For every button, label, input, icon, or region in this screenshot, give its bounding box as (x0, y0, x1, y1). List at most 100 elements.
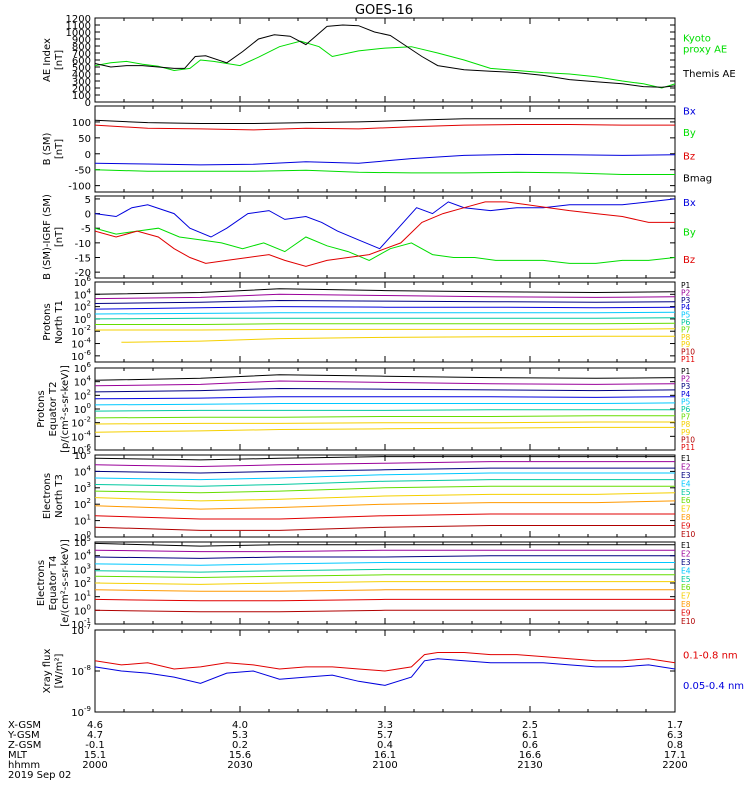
y-tick-base: 10 (74, 484, 87, 495)
y-tick-label: 10-8 (71, 664, 91, 678)
y-tick-label: 500 (72, 63, 91, 74)
y-tick-label: 600 (72, 56, 91, 67)
y-tick-label: 102 (74, 388, 91, 402)
legend-label: Kyoto (683, 34, 711, 45)
x-row-value: 2130 (517, 760, 542, 771)
series-line-p9 (121, 335, 675, 343)
y-tick-label: 100 (72, 118, 91, 129)
y-axis-label: Electrons (42, 473, 53, 519)
x-row-label: X-GSM (8, 720, 41, 731)
x-row-label: hhmm (8, 760, 40, 771)
y-tick-base: 10 (71, 419, 84, 430)
x-row-value: 4.0 (232, 720, 248, 731)
legend-label: E7 (681, 505, 691, 514)
series-line-bz (95, 201, 675, 267)
legend-label: P5 (681, 311, 691, 320)
y-tick-label: 100 (74, 603, 91, 617)
x-row-value: 6.3 (667, 730, 683, 741)
y-tick-base: 10 (74, 467, 87, 478)
y-tick-label: 1000 (66, 28, 91, 39)
legend-label: P9 (681, 340, 691, 349)
x-row-value: 0.8 (667, 740, 683, 751)
y-tick-label: 10-6 (71, 443, 91, 457)
series-line-p3 (95, 387, 675, 393)
y-axis-label: [nT] (54, 50, 65, 70)
x-row-value: 16.1 (374, 750, 396, 761)
x-row-label: Z-GSM (8, 740, 41, 751)
legend-label: E5 (681, 488, 691, 497)
x-row-value: 2000 (82, 760, 107, 771)
y-tick-base: 10 (71, 340, 84, 351)
series-line-bz (95, 124, 675, 131)
y-tick-label: 106 (74, 275, 92, 289)
y-axis-label: [nT] (54, 227, 65, 247)
series-line-bx (95, 198, 675, 250)
y-tick-label: -50 (75, 166, 91, 177)
y-axis-label: B (SM)-IGRF (SM) (42, 194, 53, 280)
legend-label: E8 (681, 513, 691, 522)
series-line-p2 (95, 293, 675, 300)
legend-label: P7 (681, 325, 691, 334)
series-line-0-1-0-8-nm (95, 652, 675, 672)
series-line-p8 (95, 328, 675, 331)
legend-label: By (683, 128, 696, 139)
x-row-value: 15.6 (229, 750, 251, 761)
y-axis-label: Equator T4 (48, 556, 59, 611)
y-tick-base: 10 (74, 278, 87, 289)
legend-label: E9 (681, 609, 691, 618)
series-line-bmag (95, 118, 675, 124)
series-line-bx (95, 153, 675, 166)
y-tick-base: 10 (74, 552, 87, 563)
y-tick-label: 200 (72, 84, 91, 95)
legend-label: 0.1-0.8 nm (683, 651, 738, 662)
y-tick-base: 10 (71, 620, 84, 631)
series-line-e6 (95, 485, 675, 494)
x-row-value: 2100 (372, 760, 397, 771)
y-tick-exponent: 5 (87, 535, 91, 543)
y-tick-base: 10 (74, 500, 87, 511)
legend-label: P10 (681, 348, 695, 357)
y-tick-exponent: 0 (87, 402, 91, 410)
y-tick-label: 10-4 (71, 429, 91, 443)
legend-label: E6 (681, 583, 691, 592)
series-line-p1 (95, 374, 675, 381)
series-line-p4 (95, 396, 675, 400)
series-line-e4 (95, 562, 675, 566)
y-tick-base: 10 (71, 708, 84, 719)
legend-label: P6 (681, 318, 691, 327)
y-tick-base: 10 (74, 606, 87, 617)
legend-label: Bx (683, 107, 696, 118)
series-line-p2 (95, 380, 675, 387)
series-line-p6 (95, 317, 675, 320)
series-line-0-05-0-4-nm (95, 658, 675, 686)
y-tick-base: 10 (74, 565, 87, 576)
y-tick-base: 10 (74, 451, 87, 462)
y-tick-exponent: 2 (87, 576, 91, 584)
x-row-value: 15.1 (84, 750, 106, 761)
x-row-value: 2.5 (522, 720, 538, 731)
y-axis-label: Electrons (36, 560, 47, 606)
y-tick-exponent: -8 (84, 664, 91, 672)
y-axis-label: [e/(cm²-s-sr-keV)] (60, 539, 71, 627)
y-tick-label: 100 (72, 91, 91, 102)
legend-label: E4 (681, 566, 691, 575)
y-tick-base: 10 (74, 391, 87, 402)
y-tick-label: 102 (74, 300, 91, 314)
y-tick-label: 106 (74, 361, 92, 375)
y-tick-base: 10 (74, 290, 87, 301)
series-line-e9 (95, 598, 675, 602)
y-tick-label: 5 (85, 195, 91, 206)
y-tick-label: 102 (74, 497, 91, 511)
y-tick-label: 103 (74, 481, 91, 495)
y-axis-label: [nT] (54, 139, 65, 159)
y-tick-label: 10-7 (71, 623, 91, 637)
x-row-value: 4.6 (87, 720, 103, 731)
y-tick-exponent: -4 (84, 337, 92, 345)
y-tick-base: 10 (74, 303, 87, 314)
series-line-by (95, 169, 675, 175)
series-line-p5 (95, 311, 675, 315)
panel-bsm: -100 -50 0 50 100 B (SM) [nT] Bx By Bz Bmag (42, 105, 712, 193)
